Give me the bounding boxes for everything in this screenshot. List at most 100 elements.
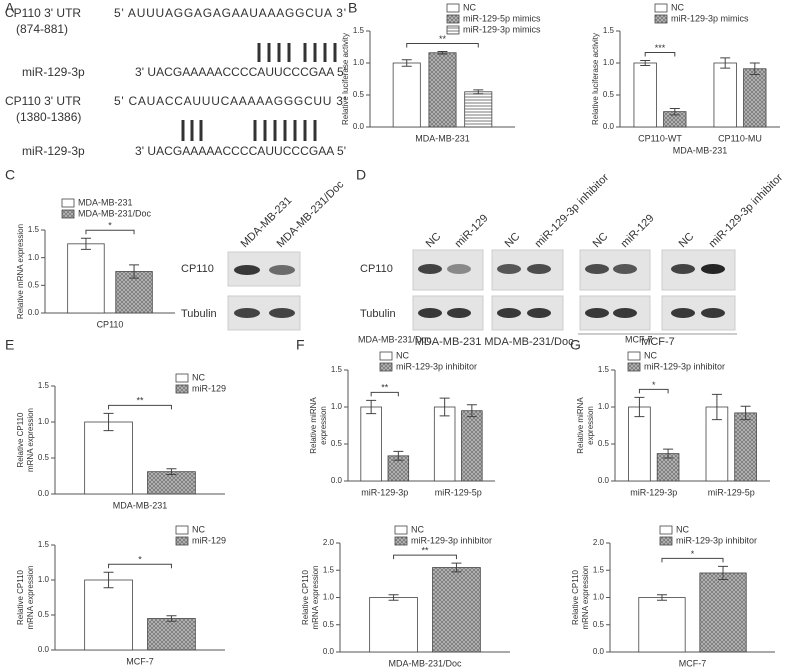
blot-band bbox=[269, 308, 295, 318]
significance-bracket bbox=[85, 229, 135, 235]
legend-label: miR-129-3p mimics bbox=[463, 24, 541, 34]
bar bbox=[84, 579, 133, 651]
significance-label: ** bbox=[421, 546, 429, 556]
sequence: 5' CAUACCAUUUCAAAAAGGGCUU 3' bbox=[114, 94, 346, 108]
legend-label: miR-129-3p inhibitor bbox=[396, 361, 477, 371]
sequence-label: miR-129-3p bbox=[22, 144, 85, 158]
y-tick-label: 0.0 bbox=[353, 122, 365, 131]
y-tick-label: 0.0 bbox=[28, 308, 40, 317]
legend-swatch bbox=[394, 525, 408, 535]
significance-bracket bbox=[406, 42, 479, 48]
error-bar bbox=[711, 393, 722, 421]
lane-label: NC bbox=[677, 230, 697, 250]
legend-label: miR-129-3p inhibitor bbox=[676, 535, 757, 545]
legend-swatch bbox=[446, 25, 460, 35]
chart-title: MDA-MB-231/Doc bbox=[358, 334, 432, 344]
y-axis-label: Relative miRNA bbox=[576, 397, 585, 454]
significance-label: ** bbox=[439, 34, 447, 44]
significance-label: *** bbox=[655, 43, 666, 53]
x-tick-label: MDA-MB-231 bbox=[113, 500, 168, 510]
bar bbox=[360, 406, 382, 482]
bar bbox=[428, 52, 457, 128]
sequence-label: miR-129-3p bbox=[22, 65, 85, 79]
legend-swatch bbox=[659, 536, 673, 546]
blot-band bbox=[497, 264, 521, 274]
error-bar bbox=[437, 50, 448, 55]
y-axis-label: mRNA expression bbox=[581, 565, 590, 629]
blot-band bbox=[234, 265, 260, 275]
bar bbox=[743, 68, 767, 128]
y-axis-label: mRNA expression bbox=[26, 565, 35, 629]
legend-swatch bbox=[61, 198, 75, 208]
y-tick-label: 0.0 bbox=[598, 476, 610, 485]
row-label: CP110 bbox=[360, 263, 393, 275]
significance-bracket bbox=[661, 557, 724, 563]
x-axis-label: MDA-MB-231 bbox=[673, 145, 728, 155]
bar bbox=[734, 412, 757, 482]
error-bar bbox=[388, 594, 399, 601]
y-tick-label: 1.0 bbox=[323, 593, 335, 602]
legend-swatch bbox=[654, 14, 668, 24]
panel-label: B bbox=[348, 0, 357, 16]
y-axis-label: Relative CP110 bbox=[301, 569, 310, 625]
blot-band bbox=[671, 308, 695, 318]
error-bar bbox=[166, 468, 177, 476]
y-tick-label: 1.0 bbox=[603, 58, 615, 67]
legend-label: MDA-MB-231/Doc bbox=[78, 208, 152, 218]
blot-band bbox=[418, 308, 442, 318]
y-tick-label: 0.0 bbox=[331, 476, 343, 485]
legend-label: miR-129-3p inhibitor bbox=[411, 535, 492, 545]
significance-label: ** bbox=[136, 396, 144, 406]
error-bar bbox=[718, 565, 729, 581]
lane-label: miR-129-3p inhibitor bbox=[707, 171, 786, 250]
sequence-sublabel: (874-881) bbox=[16, 22, 68, 36]
y-tick-label: 1.5 bbox=[353, 26, 365, 35]
legend-swatch bbox=[379, 351, 393, 361]
sequence: 5' AUUUAGGAGAGAAUAAAGGCUA 3' bbox=[114, 6, 346, 20]
lane-label: NC bbox=[503, 230, 523, 250]
y-tick-label: 1.5 bbox=[593, 565, 605, 574]
x-tick-label: miR-129-5p bbox=[435, 487, 482, 497]
error-bar bbox=[393, 450, 404, 461]
legend-swatch bbox=[175, 373, 189, 383]
legend-swatch bbox=[175, 384, 189, 394]
error-bar bbox=[656, 594, 667, 601]
error-bar bbox=[439, 397, 450, 417]
y-tick-label: 2.0 bbox=[323, 538, 335, 547]
row-label: Tubulin bbox=[360, 308, 396, 320]
bar bbox=[432, 567, 481, 653]
y-tick-label: 1.5 bbox=[28, 225, 40, 234]
legend-label: NC bbox=[676, 524, 689, 534]
legend-swatch bbox=[654, 3, 668, 13]
error-bar bbox=[366, 399, 377, 415]
legend-label: miR-129-5p mimics bbox=[463, 13, 541, 23]
panel-label: F bbox=[296, 337, 305, 353]
legend-label: miR-129-3p mimics bbox=[671, 13, 749, 23]
x-tick-label: CP110 bbox=[97, 319, 124, 329]
chart-title: MCF-7 bbox=[625, 334, 653, 344]
legend-swatch bbox=[394, 536, 408, 546]
legend-swatch bbox=[61, 209, 75, 219]
y-tick-label: 0.5 bbox=[331, 439, 343, 448]
y-tick-label: 1.0 bbox=[331, 402, 343, 411]
error-bar bbox=[669, 107, 680, 116]
significance-label: * bbox=[652, 380, 656, 390]
legend-label: NC bbox=[463, 2, 476, 12]
bar bbox=[628, 406, 651, 482]
y-tick-label: 0.0 bbox=[593, 647, 605, 656]
y-axis-label: Relative luciferase activity bbox=[591, 33, 600, 125]
y-tick-label: 1.0 bbox=[38, 417, 50, 426]
legend-label: NC bbox=[192, 524, 205, 534]
x-tick-label: miR-129-3p bbox=[630, 487, 677, 497]
group-label: MCF-7 bbox=[641, 336, 675, 348]
significance-bracket bbox=[108, 404, 172, 410]
y-axis-label: expression bbox=[319, 406, 328, 445]
y-tick-label: 1.5 bbox=[38, 540, 50, 549]
error-bar bbox=[473, 89, 484, 95]
error-bar bbox=[451, 562, 462, 573]
y-tick-label: 0.0 bbox=[38, 645, 50, 654]
y-tick-label: 1.5 bbox=[603, 26, 615, 35]
error-bar bbox=[166, 615, 177, 622]
blot-band bbox=[585, 308, 609, 318]
